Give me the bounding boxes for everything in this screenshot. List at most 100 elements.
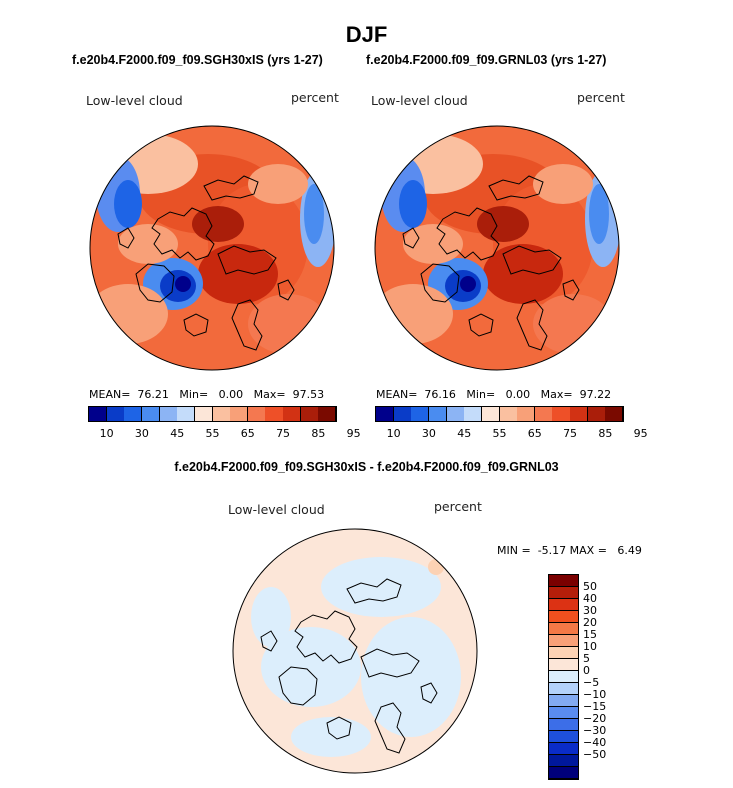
panel1-title: f.e20b4.F2000.f09_f09.SGH30xIS (yrs 1-27… xyxy=(72,53,323,67)
panel2-colorbar-tick-label: 75 xyxy=(563,427,578,440)
panel3-min-label: MIN = xyxy=(497,544,531,557)
panel3-colorbar xyxy=(548,574,579,780)
panel3-colorbar-tick-label: −20 xyxy=(583,712,607,725)
panel2-colorbar-swatch xyxy=(428,407,448,421)
panel1-map-border xyxy=(89,125,335,371)
panel2-field-region xyxy=(460,276,476,292)
panel2-colorbar-swatch xyxy=(499,407,518,421)
panel3-variable-label: Low-level cloud xyxy=(228,502,325,517)
panel1-coastline xyxy=(203,175,259,201)
panel1-colorbar-tick-label: 10 xyxy=(99,427,114,440)
panel2-colorbar-tick-label: 45 xyxy=(457,427,472,440)
panel2-colorbar-swatch xyxy=(587,407,606,421)
panel3-coastline xyxy=(346,578,402,604)
panel2-min-value: 0.00 xyxy=(505,388,531,401)
panel1-units-label: percent xyxy=(291,90,339,105)
panel2-colorbar-swatch xyxy=(534,407,553,421)
panel2-colorbar-swatch xyxy=(376,407,395,421)
panel2-coastline xyxy=(468,313,494,337)
panel2-max-label: Max= xyxy=(540,388,573,401)
panel1-colorbar-swatch xyxy=(106,407,125,421)
panel2-colorbar-swatch xyxy=(481,407,500,421)
panel3-stats: MIN = -5.17 MAX = 6.49 xyxy=(497,544,642,557)
panel2-polar-map xyxy=(374,125,620,371)
panel3-max-value: 6.49 xyxy=(617,544,642,557)
panel1-max-label: Max= xyxy=(253,388,286,401)
panel2-stats: MEAN= 76.16 Min= 0.00 Max= 97.22 xyxy=(376,388,611,401)
panel1-min-value: 0.00 xyxy=(218,388,244,401)
panel2-mean-label: MEAN= xyxy=(376,388,418,401)
panel3-colorbar-tick-label: 10 xyxy=(583,640,597,653)
panel1-colorbar-tick-label: 75 xyxy=(276,427,291,440)
panel3-colorbar-swatch xyxy=(549,671,578,684)
panel1-max-value: 97.53 xyxy=(292,388,325,401)
panel1-colorbar-swatch xyxy=(265,407,284,421)
panel2-colorbar-swatch xyxy=(570,407,589,421)
panel3-colorbar-swatch xyxy=(549,767,578,780)
panel3-colorbar-tick-label: −40 xyxy=(583,736,607,749)
panel2-field-region xyxy=(533,164,593,204)
panel2-field-region xyxy=(403,224,463,264)
figure-title: DJF xyxy=(345,22,388,47)
panel3-field-region xyxy=(291,717,371,757)
panel1-colorbar-tick-label: 65 xyxy=(240,427,255,440)
panel2-mean-value: 76.16 xyxy=(424,388,456,401)
panel1-coastline xyxy=(183,313,209,337)
panel3-field-region xyxy=(251,587,291,647)
panel3-coastline xyxy=(278,666,318,706)
panel3-field-region xyxy=(261,627,361,707)
panel2-field-region xyxy=(483,244,563,304)
panel1-coastline xyxy=(231,299,263,351)
panel3-coastline xyxy=(374,702,406,754)
panel3-polar-map xyxy=(232,528,478,774)
panel3-coastline xyxy=(420,682,438,704)
panel2-variable-label: Low-level cloud xyxy=(371,93,468,108)
panel3-colorbar-swatch xyxy=(549,587,578,600)
panel3-min-value: -5.17 xyxy=(537,544,567,557)
panel1-colorbar-swatch xyxy=(194,407,213,421)
panel2-colorbar-swatch xyxy=(517,407,536,421)
panel2-colorbar-swatch xyxy=(446,407,465,421)
panel1-coastline xyxy=(135,263,175,303)
panel2-colorbar-tick-label: 55 xyxy=(492,427,507,440)
panel1-mean-value: 76.21 xyxy=(137,388,169,401)
panel3-field-region xyxy=(428,559,444,575)
panel3-colorbar-swatch xyxy=(549,683,578,696)
panel1-coastline xyxy=(277,279,295,301)
panel1-colorbar-tick-label: 45 xyxy=(170,427,185,440)
panel1-field-region xyxy=(304,184,324,244)
panel1-field-region xyxy=(192,206,244,242)
panel3-coastline xyxy=(294,610,358,664)
panel3-map-border xyxy=(232,528,478,774)
panel2-coastline xyxy=(488,175,544,201)
panel1-colorbar-tick-label: 85 xyxy=(311,427,326,440)
panel1-field-region xyxy=(198,244,278,304)
panel3-colorbar-swatch xyxy=(549,647,578,660)
panel3-colorbar-tick-label: 40 xyxy=(583,592,597,605)
panel2-colorbar-swatch xyxy=(552,407,571,421)
panel3-colorbar-tick-label: −30 xyxy=(583,724,607,737)
panel2-coastline xyxy=(516,299,548,351)
panel1-colorbar-tick-label: 30 xyxy=(134,427,149,440)
panel3-colorbar-tick-label: 50 xyxy=(583,580,597,593)
panel2-colorbar-tick-label: 95 xyxy=(633,427,648,440)
panel2-field-region xyxy=(477,206,529,242)
panel1-colorbar-swatch xyxy=(177,407,196,421)
panel2-units-label: percent xyxy=(577,90,625,105)
panel1-field-region xyxy=(114,180,142,228)
panel1-field-region xyxy=(248,294,328,354)
panel3-coastline xyxy=(326,716,352,740)
panel1-stats: MEAN= 76.21 Min= 0.00 Max= 97.53 xyxy=(89,388,324,401)
panel2-coastline xyxy=(436,207,500,261)
panel2-colorbar-swatch xyxy=(411,407,430,421)
panel2-coastline xyxy=(562,279,580,301)
panel3-field-region xyxy=(361,617,461,737)
panel1-colorbar-swatch xyxy=(89,407,108,421)
panel3-units-label: percent xyxy=(434,499,482,514)
panel2-colorbar-tick-label: 10 xyxy=(386,427,401,440)
panel3-colorbar-tick-label: 30 xyxy=(583,604,597,617)
panel2-coastline xyxy=(502,245,562,275)
panel3-field-layer xyxy=(233,529,477,773)
panel3-colorbar-tick-label: 20 xyxy=(583,616,597,629)
panel2-field-region xyxy=(533,294,613,354)
